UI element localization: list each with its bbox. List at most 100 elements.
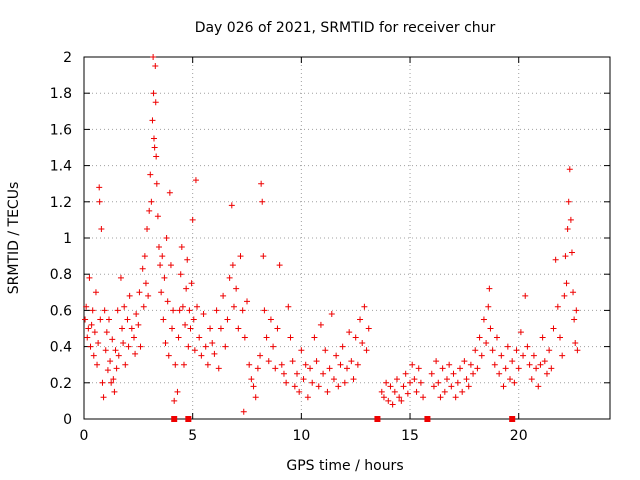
data-point — [204, 361, 211, 368]
data-point — [550, 325, 557, 332]
data-point — [257, 352, 264, 359]
data-point — [285, 303, 292, 310]
data-point — [324, 388, 331, 395]
data-point — [114, 307, 121, 314]
data-point — [176, 307, 183, 314]
data-point — [96, 184, 103, 191]
data-point — [476, 334, 483, 341]
data-point — [572, 339, 579, 346]
data-point — [178, 244, 185, 251]
y-axis-label: SRMTID / TECUs — [6, 182, 22, 295]
data-point — [513, 347, 520, 354]
data-point — [461, 358, 468, 365]
data-point — [409, 361, 416, 368]
data-point — [548, 365, 555, 372]
data-point — [88, 321, 95, 328]
data-point — [346, 329, 353, 336]
data-point — [480, 316, 487, 323]
data-point — [424, 416, 431, 422]
data-point — [533, 365, 540, 372]
data-point — [470, 370, 477, 377]
data-point — [344, 365, 350, 372]
data-point — [337, 361, 344, 368]
data-point — [485, 303, 492, 310]
data-point — [187, 325, 194, 332]
data-point — [502, 365, 509, 372]
data-point — [150, 135, 157, 142]
data-point — [259, 198, 266, 205]
data-point — [517, 329, 524, 336]
data-points — [82, 54, 581, 422]
data-point — [448, 383, 455, 390]
y-tick-label: 0.8 — [50, 267, 72, 283]
data-point — [564, 225, 571, 232]
data-point — [433, 358, 440, 365]
data-point — [535, 383, 542, 390]
data-point — [374, 416, 381, 422]
data-point — [89, 307, 96, 314]
data-point — [267, 316, 274, 323]
data-point — [83, 303, 90, 310]
data-point — [142, 280, 149, 287]
data-point — [152, 99, 159, 106]
data-point — [120, 339, 127, 346]
x-tick-label: 20 — [510, 428, 528, 444]
data-point — [85, 325, 92, 332]
data-point — [182, 321, 189, 328]
data-point — [121, 303, 128, 310]
data-point — [248, 376, 255, 383]
data-point — [472, 347, 479, 354]
data-point — [365, 325, 372, 332]
data-point — [363, 347, 370, 354]
data-point — [478, 352, 485, 359]
data-point — [132, 350, 139, 357]
data-point — [574, 347, 581, 354]
data-point — [263, 334, 270, 341]
data-point — [454, 379, 461, 386]
data-point — [378, 388, 385, 395]
data-point — [161, 274, 168, 281]
data-point — [139, 265, 146, 272]
data-point — [393, 376, 400, 383]
data-point — [573, 307, 580, 314]
data-point — [289, 358, 296, 365]
data-point — [240, 408, 247, 415]
data-point — [528, 376, 535, 383]
data-point — [103, 329, 110, 336]
data-point — [252, 394, 259, 401]
data-point — [459, 388, 466, 395]
x-tick-label: 5 — [188, 428, 197, 444]
data-point — [260, 253, 267, 260]
data-point — [493, 334, 500, 341]
data-point — [185, 343, 192, 350]
data-point — [112, 347, 119, 354]
data-point — [153, 180, 160, 187]
data-point — [563, 280, 570, 287]
data-point — [148, 198, 155, 205]
data-point — [226, 274, 233, 281]
data-point — [465, 383, 472, 390]
y-tick-label: 1.2 — [50, 195, 72, 211]
data-point — [276, 262, 283, 269]
data-point — [537, 361, 544, 368]
data-point — [330, 376, 337, 383]
data-point — [229, 262, 236, 269]
data-point — [341, 379, 348, 386]
data-point — [559, 352, 566, 359]
data-point — [430, 383, 437, 390]
data-point — [524, 343, 531, 350]
data-point — [150, 90, 157, 97]
data-point — [194, 303, 201, 310]
data-point — [420, 394, 427, 401]
data-point — [380, 394, 387, 401]
data-point — [309, 379, 316, 386]
data-point — [162, 339, 169, 346]
data-point — [335, 383, 342, 390]
data-point — [150, 54, 157, 60]
data-point — [387, 383, 394, 390]
data-point — [546, 347, 553, 354]
data-point — [149, 117, 156, 124]
data-point — [435, 379, 442, 386]
data-point — [357, 316, 364, 323]
